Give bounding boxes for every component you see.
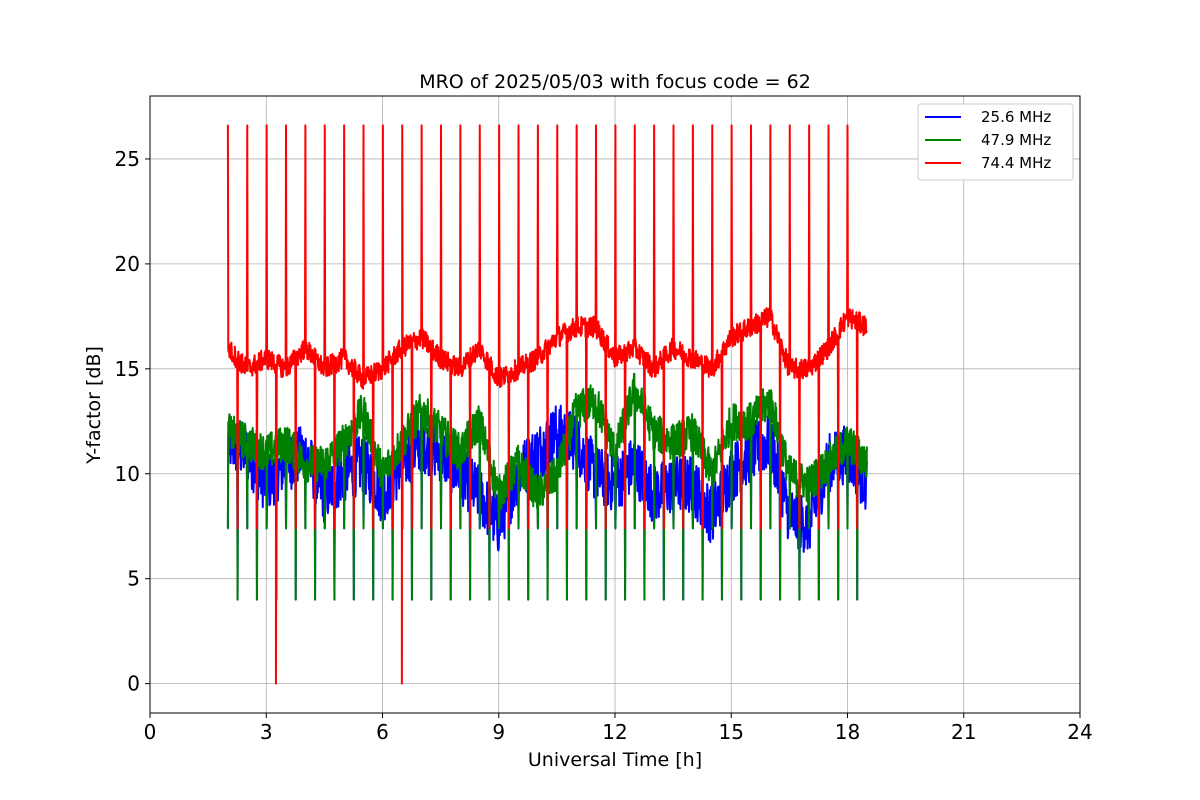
series-layer	[226, 124, 868, 685]
series-line-74_4-MHz	[226, 124, 868, 685]
y-tick-label: 10	[115, 462, 140, 486]
x-tick-label: 24	[1067, 720, 1092, 744]
x-tick-label: 21	[951, 720, 976, 744]
chart-title: MRO of 2025/05/03 with focus code = 62	[419, 71, 811, 93]
legend-label: 74.4 MHz	[981, 154, 1051, 172]
x-axis-label: Universal Time [h]	[528, 749, 702, 771]
legend: 25.6 MHz 47.9 MHz 74.4 MHz	[917, 103, 1074, 181]
x-tick-label: 0	[144, 720, 157, 744]
ticks-layer: 0 3 6 9 12 15 18 21 24 0 5 10 15 20 25	[115, 147, 1093, 744]
x-tick-label: 3	[260, 720, 273, 744]
x-tick-label: 12	[602, 720, 627, 744]
x-tick-label: 6	[376, 720, 389, 744]
y-tick-label: 0	[127, 672, 140, 696]
legend-label: 25.6 MHz	[981, 108, 1051, 126]
legend-box	[917, 103, 1074, 181]
x-tick-label: 9	[492, 720, 505, 744]
y-tick-label: 15	[115, 357, 140, 381]
x-tick-label: 15	[719, 720, 744, 744]
x-tick-label: 18	[835, 720, 860, 744]
y-tick-label: 5	[127, 567, 140, 591]
y-tick-label: 25	[115, 147, 140, 171]
y-tick-label: 20	[115, 252, 140, 276]
legend-label: 47.9 MHz	[981, 131, 1051, 149]
y-axis-label: Y-factor [dB]	[83, 346, 105, 465]
